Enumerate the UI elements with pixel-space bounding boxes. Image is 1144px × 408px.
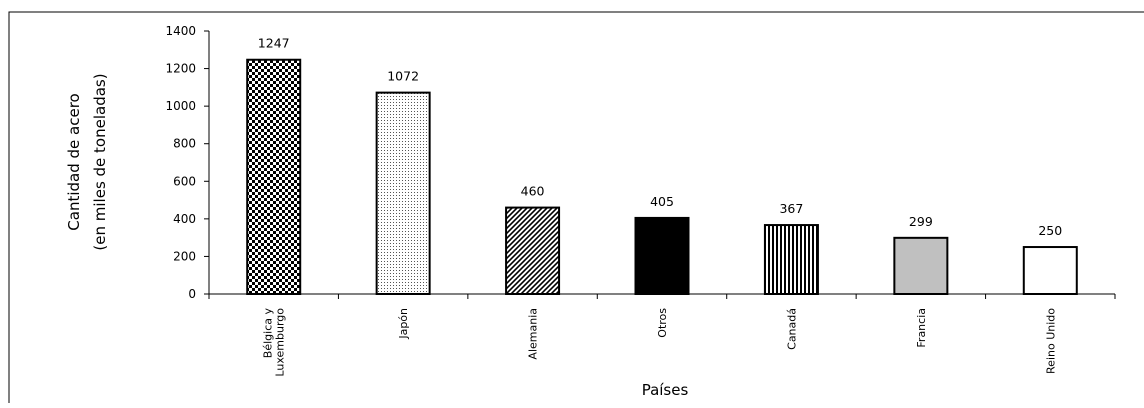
bar xyxy=(246,58,302,295)
data-label: 1072 xyxy=(387,69,419,84)
category-label: Alemania xyxy=(527,308,540,360)
bar xyxy=(893,236,949,296)
bar xyxy=(505,206,561,295)
category-labels: Bélgica y Luxemburgo Japón Alemania Otros Can… xyxy=(262,308,1058,377)
y-tick-label: 400 xyxy=(173,212,196,226)
value-labels: 1247 1072 460 405 367 299 250 xyxy=(258,36,1062,238)
y-tick-label: 600 xyxy=(173,174,196,188)
y-tick-label: 1400 xyxy=(165,24,196,38)
figure-frame xyxy=(8,11,1144,403)
y-tick-label: 200 xyxy=(173,249,196,263)
category-label: Francia xyxy=(915,308,928,348)
data-label: 460 xyxy=(521,184,545,199)
y-tick-label: 0 xyxy=(188,287,196,301)
y-tick-label: 800 xyxy=(173,137,196,151)
bar xyxy=(634,216,690,296)
bars xyxy=(246,58,1078,296)
y-tick-label: 1200 xyxy=(165,62,196,76)
x-axis-title: Países xyxy=(642,381,689,399)
category-label: Japón xyxy=(397,308,410,340)
bar xyxy=(375,91,431,295)
category-label: Otros xyxy=(656,308,669,338)
bar xyxy=(763,224,819,295)
category-label: Reino Unido xyxy=(1044,308,1057,374)
category-label: Canadá xyxy=(785,308,798,350)
data-label: 405 xyxy=(650,194,674,209)
category-label: Luxemburgo xyxy=(274,308,287,377)
y-axis-title-line-2: (en miles de toneladas) xyxy=(91,73,109,250)
data-label: 299 xyxy=(909,214,933,229)
data-label: 367 xyxy=(779,201,803,216)
bar xyxy=(1022,246,1078,296)
category-label: Bélgica y xyxy=(262,308,275,359)
y-axis-title-line-1: Cantidad de acero xyxy=(65,93,83,230)
data-label: 1247 xyxy=(258,36,290,51)
y-axis: 0 200 400 600 800 1000 1200 1400 xyxy=(165,24,210,301)
data-label: 250 xyxy=(1038,223,1062,238)
y-tick-label: 1000 xyxy=(165,99,196,113)
